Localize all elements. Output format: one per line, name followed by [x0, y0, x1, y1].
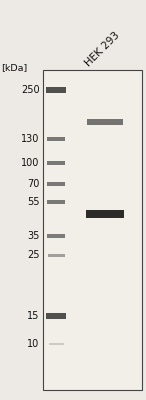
Text: 10: 10: [27, 339, 39, 349]
Bar: [46, 87, 66, 92]
Text: 100: 100: [21, 158, 39, 168]
Bar: [47, 161, 65, 165]
Bar: [87, 119, 123, 124]
Bar: [46, 314, 66, 318]
Bar: [86, 210, 124, 218]
Text: 70: 70: [27, 179, 39, 189]
Bar: [47, 137, 65, 141]
Text: 250: 250: [21, 85, 39, 95]
Bar: [47, 200, 65, 204]
Text: 15: 15: [27, 311, 39, 321]
Text: 25: 25: [27, 250, 39, 260]
Bar: [47, 182, 65, 186]
Text: 55: 55: [27, 197, 39, 207]
Text: [kDa]: [kDa]: [1, 64, 28, 72]
Bar: [49, 343, 64, 345]
Text: 35: 35: [27, 231, 39, 241]
Text: HEK 293: HEK 293: [84, 30, 122, 68]
Text: 130: 130: [21, 134, 39, 144]
Bar: [48, 254, 65, 257]
Bar: [47, 234, 65, 238]
Bar: [43, 70, 142, 390]
